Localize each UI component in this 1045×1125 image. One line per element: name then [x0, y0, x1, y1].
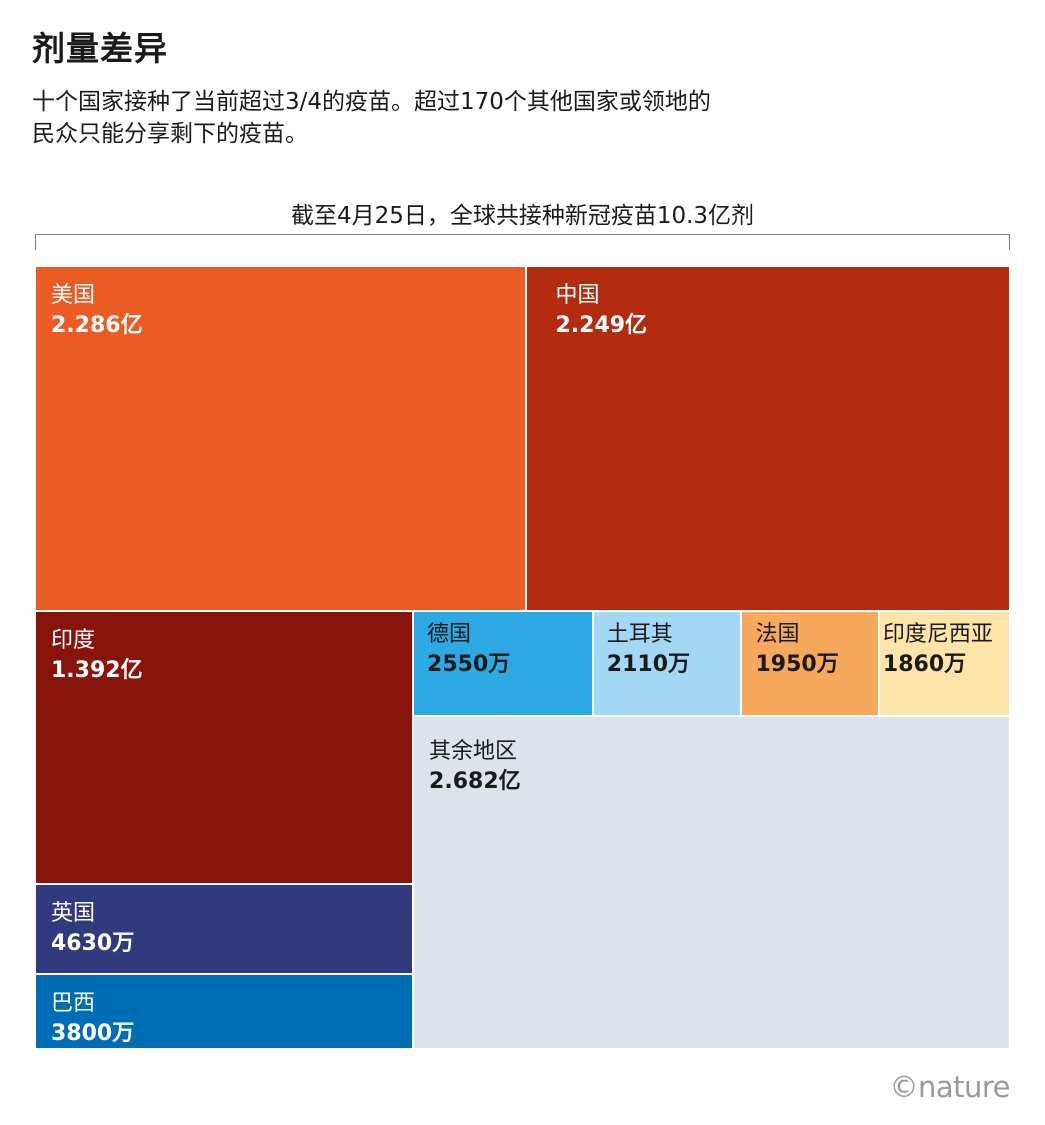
cell-value-usa: 2.286亿 [51, 313, 143, 338]
cell-value-germany: 2550万 [427, 651, 511, 677]
treemap-cell-indonesia: 印度尼西亚 1860万 [878, 610, 1010, 716]
treemap-cell-china: 中国 2.249亿 [526, 266, 1010, 611]
nature-logo: ©nature [889, 1070, 1010, 1104]
treemap-cell-rest: 其余地区 2.682亿 [413, 715, 1010, 1049]
cell-value-india: 1.392亿 [51, 657, 143, 683]
cell-label-indonesia: 印度尼西亚 [882, 621, 993, 647]
treemap-cell-turkey: 土耳其 2110万 [592, 610, 742, 716]
cell-label-usa: 美国 [51, 283, 96, 308]
cell-label-france: 法国 [755, 621, 800, 647]
treemap-cell-usa: 美国 2.286亿 [35, 266, 527, 611]
cell-label-germany: 德国 [427, 621, 472, 647]
cell-label-rest: 其余地区 [429, 738, 518, 764]
cell-value-turkey: 2110万 [606, 651, 690, 677]
treemap-cell-brazil: 巴西 3800万 [35, 974, 414, 1049]
cell-value-france: 1950万 [755, 651, 839, 677]
total-bracket [35, 234, 1010, 250]
cell-value-china: 2.249亿 [555, 313, 648, 338]
treemap-cell-india: 印度 1.392亿 [35, 610, 414, 884]
chart-subtitle: 十个国家接种了当前超过3/4的疫苗。超过170个其他国家或领地的 民众只能分享剩… [32, 86, 912, 150]
cell-label-india: 印度 [51, 627, 96, 653]
cell-label-uk: 英国 [51, 900, 96, 926]
cell-label-turkey: 土耳其 [606, 621, 673, 647]
cell-label-brazil: 巴西 [51, 991, 96, 1017]
treemap-cell-uk: 英国 4630万 [35, 883, 414, 975]
cell-value-uk: 4630万 [51, 930, 135, 956]
subtitle-line-2: 民众只能分享剩下的疫苗。 [32, 121, 308, 147]
cell-value-indonesia: 1860万 [882, 651, 967, 677]
subtitle-line-1: 十个国家接种了当前超过3/4的疫苗。超过170个其他国家或领地的 [32, 89, 711, 115]
chart-title: 剂量差异 [32, 29, 168, 68]
treemap-cell-france: 法国 1950万 [741, 610, 879, 716]
cell-label-china: 中国 [555, 283, 600, 308]
treemap-cell-germany: 德国 2550万 [413, 610, 593, 716]
cell-value-brazil: 3800万 [51, 1021, 135, 1047]
cell-value-rest: 2.682亿 [429, 768, 521, 794]
total-doses-label: 截至4月25日，全球共接种新冠疫苗10.3亿剂 [290, 203, 755, 229]
